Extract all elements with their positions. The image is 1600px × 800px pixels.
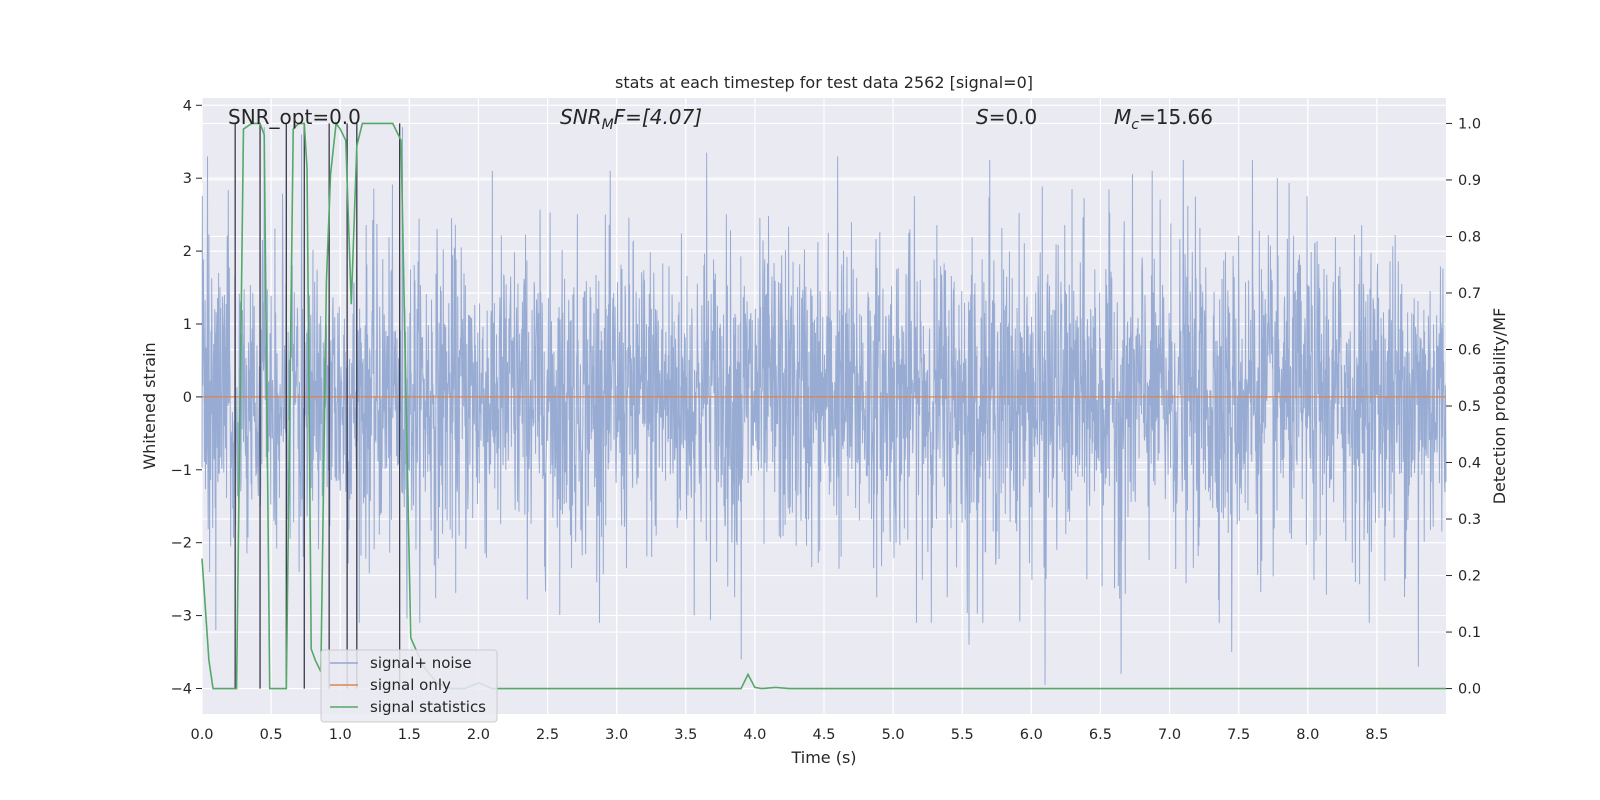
y-left-tick-1: 3: [183, 171, 192, 187]
legend-box: [320, 649, 498, 723]
x-tick-8: 4.0: [743, 727, 766, 743]
x-tick-2: 1.0: [329, 727, 352, 743]
y-left-tick-2: 2: [183, 244, 192, 260]
x-tick-10: 5.0: [882, 727, 905, 743]
legend-label-signal-only: signal only: [370, 676, 451, 694]
legend-label-statistics: signal statistics: [370, 698, 486, 716]
noise-line: [201, 127, 1447, 685]
y-right-tick-1: 0.9: [1458, 173, 1481, 189]
y-left-tick-0: 4: [183, 98, 192, 114]
y-right-tick-2: 0.8: [1458, 229, 1481, 245]
y-right-tick-6: 0.4: [1458, 456, 1481, 472]
y-right-tick-7: 0.3: [1458, 512, 1481, 528]
y-right-tick-4: 0.6: [1458, 342, 1481, 358]
x-tick-14: 7.0: [1158, 727, 1181, 743]
annotation-mc: Mc=15.66: [1114, 105, 1213, 133]
y-right-tick-9: 0.1: [1458, 625, 1481, 641]
x-tick-0: 0.0: [190, 727, 213, 743]
noise-series: [201, 127, 1447, 685]
x-tick-labels: 0.0 0.5 1.0 1.5 2.0 2.5 3.0 3.5 4.0 4.5 5.0 5.5 6.0 6…: [190, 727, 1388, 743]
y-right-tick-10: 0.0: [1458, 682, 1481, 698]
y-right-tick-8: 0.2: [1458, 569, 1481, 585]
annotation-snr-opt: SNR_opt=0.0: [228, 105, 361, 129]
x-axis-label: Time (s): [790, 748, 856, 767]
y-right-tick-5: 0.5: [1458, 399, 1481, 415]
y-left-tick-3: 1: [183, 317, 192, 333]
x-tick-17: 8.5: [1365, 727, 1388, 743]
annotation-s: S=0.0: [976, 105, 1037, 129]
y-left-tick-4: 0: [183, 390, 192, 406]
detection-markers: [234, 123, 401, 689]
x-tick-15: 7.5: [1227, 727, 1250, 743]
y-right-tick-3: 0.7: [1458, 286, 1481, 302]
y-left-tick-5: −1: [171, 463, 192, 479]
x-tick-16: 8.0: [1296, 727, 1319, 743]
y-right-tick-0: 1.0: [1458, 116, 1481, 132]
x-tick-9: 4.5: [812, 727, 835, 743]
y-right-tick-labels: 1.0 0.9 0.8 0.7 0.6 0.5 0.4 0.3 0.2 0.1 0.0: [1446, 116, 1481, 698]
y-left-axis-label: Whitened strain: [140, 342, 159, 469]
x-tick-12: 6.0: [1020, 727, 1043, 743]
x-tick-1: 0.5: [260, 727, 283, 743]
y-left-tick-7: −3: [171, 609, 192, 625]
x-tick-6: 3.0: [605, 727, 628, 743]
y-right-axis-label: Detection probability/MF: [1490, 308, 1509, 505]
y-left-tick-8: −4: [171, 681, 192, 697]
annotation-snr-mf: SNRMF=[4.07]: [560, 105, 702, 133]
legend-label-noise: signal+ noise: [370, 654, 472, 672]
y-left-tick-labels: 4 3 2 1 0 −1 −2 −3 −4: [171, 98, 202, 697]
x-tick-11: 5.5: [951, 727, 974, 743]
chart-title: stats at each timestep for test data 256…: [615, 73, 1033, 92]
x-tick-5: 2.5: [536, 727, 559, 743]
y-left-tick-6: −2: [171, 536, 192, 552]
x-tick-7: 3.5: [674, 727, 697, 743]
x-tick-13: 6.5: [1089, 727, 1112, 743]
legend: signal+ noise signal only signal statist…: [320, 649, 498, 723]
x-tick-3: 1.5: [398, 727, 421, 743]
x-tick-4: 2.0: [467, 727, 490, 743]
